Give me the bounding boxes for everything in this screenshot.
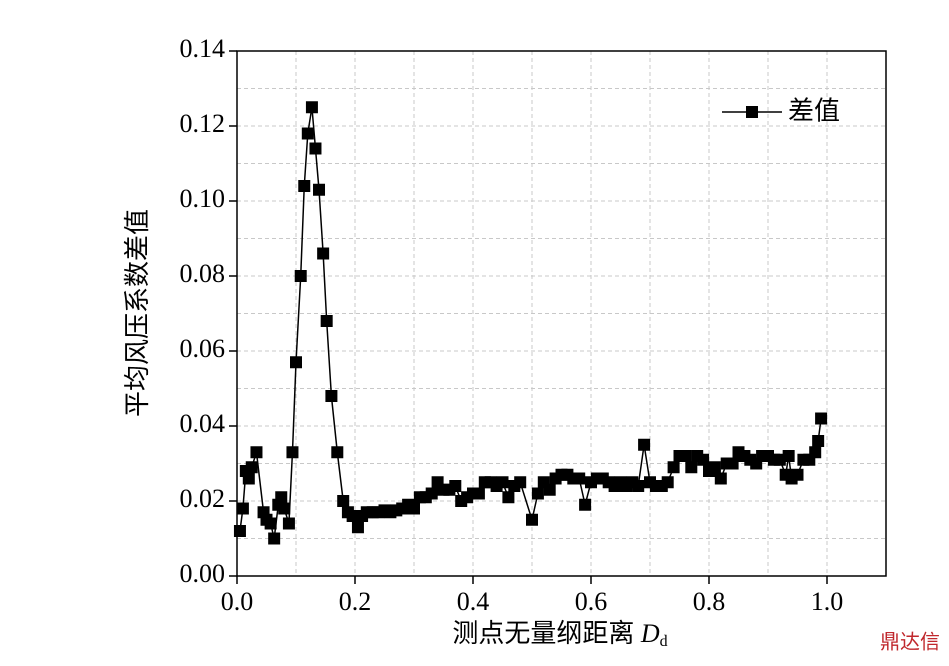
- x-tick-label: 1.0: [811, 587, 844, 616]
- marker: [242, 472, 255, 485]
- marker: [809, 446, 822, 459]
- marker: [313, 183, 326, 196]
- marker: [275, 491, 288, 504]
- marker: [351, 521, 364, 534]
- marker: [408, 502, 420, 515]
- marker: [233, 525, 246, 537]
- marker: [294, 270, 307, 282]
- x-axis-label-symbol: D: [640, 619, 660, 648]
- marker: [638, 438, 651, 451]
- marker: [278, 502, 291, 515]
- marker: [286, 446, 299, 459]
- x-axis-label-text: 测点无量纲距离: [452, 619, 641, 648]
- marker: [305, 101, 318, 114]
- marker: [661, 476, 674, 489]
- y-tick-label: 0.06: [180, 334, 226, 363]
- marker: [815, 412, 828, 425]
- marker: [472, 487, 485, 500]
- marker: [791, 468, 804, 481]
- marker: [425, 487, 438, 500]
- x-axis-label: 测点无量纲距离 Dd: [452, 619, 667, 650]
- marker: [264, 517, 277, 530]
- x-tick-label: 0.4: [457, 587, 490, 616]
- marker: [543, 483, 556, 496]
- marker: [514, 476, 527, 489]
- marker: [496, 476, 509, 489]
- legend-label: 差值: [788, 97, 840, 127]
- marker: [317, 247, 330, 260]
- marker: [290, 356, 302, 369]
- legend-marker: [746, 106, 758, 118]
- x-tick-label: 0.8: [693, 587, 726, 616]
- marker: [337, 495, 350, 507]
- x-tick-label: 0.2: [339, 587, 372, 616]
- marker: [245, 461, 258, 474]
- marker: [449, 480, 462, 492]
- y-tick-label: 0.14: [180, 34, 226, 63]
- marker: [697, 453, 710, 466]
- x-axis-label-subscript: d: [660, 633, 668, 650]
- marker: [331, 446, 344, 459]
- marker: [726, 457, 739, 470]
- marker: [301, 127, 314, 140]
- plot-frame: [236, 50, 887, 577]
- marker: [531, 487, 544, 500]
- marker: [526, 513, 538, 526]
- marker: [346, 510, 359, 522]
- marker: [282, 517, 295, 530]
- x-tick-label: 0.0: [221, 587, 254, 616]
- y-axis-label: 平均风压系数差值: [123, 209, 152, 417]
- marker: [320, 315, 333, 327]
- marker: [714, 472, 727, 485]
- marker: [679, 450, 692, 462]
- x-tick-label: 0.6: [575, 587, 608, 616]
- marker: [708, 461, 721, 474]
- marker: [268, 532, 281, 545]
- marker: [573, 472, 586, 485]
- y-tick-label: 0.12: [180, 109, 226, 138]
- marker: [812, 435, 825, 447]
- marker: [502, 491, 515, 504]
- marker: [667, 461, 680, 474]
- watermark: 鼎达信: [880, 630, 940, 654]
- marker: [298, 180, 311, 192]
- y-tick-label: 0.10: [180, 184, 226, 213]
- y-tick-label: 0.04: [180, 409, 226, 438]
- y-tick-label: 0.08: [180, 259, 226, 288]
- y-tick-label: 0.00: [180, 559, 226, 588]
- marker: [250, 446, 263, 459]
- marker: [782, 450, 795, 462]
- marker: [579, 498, 592, 511]
- marker: [632, 480, 645, 492]
- marker: [236, 502, 249, 515]
- y-tick-label: 0.02: [180, 484, 226, 513]
- marker: [309, 142, 322, 155]
- marker: [685, 461, 698, 474]
- marker: [325, 390, 338, 402]
